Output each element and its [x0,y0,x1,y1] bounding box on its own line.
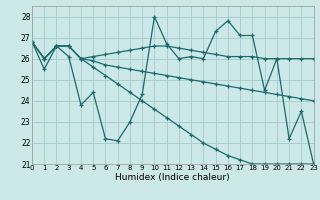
X-axis label: Humidex (Indice chaleur): Humidex (Indice chaleur) [116,173,230,182]
